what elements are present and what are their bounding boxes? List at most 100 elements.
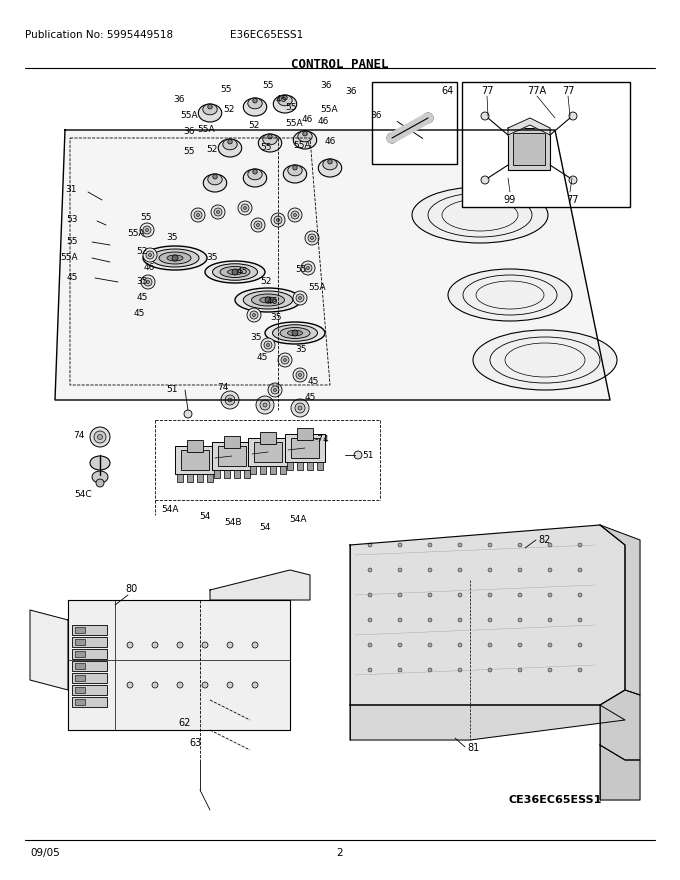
Circle shape xyxy=(253,170,257,174)
Text: 55: 55 xyxy=(285,102,296,112)
Text: 54: 54 xyxy=(259,523,271,532)
Ellipse shape xyxy=(243,291,293,309)
Circle shape xyxy=(299,297,301,299)
Circle shape xyxy=(578,568,582,572)
Text: 36: 36 xyxy=(370,111,381,120)
Text: 55: 55 xyxy=(184,148,195,157)
Circle shape xyxy=(268,383,282,397)
Ellipse shape xyxy=(248,98,262,109)
Circle shape xyxy=(281,356,289,364)
Circle shape xyxy=(291,211,299,219)
Circle shape xyxy=(578,643,582,647)
Circle shape xyxy=(488,568,492,572)
Circle shape xyxy=(398,643,402,647)
Circle shape xyxy=(228,398,232,402)
Bar xyxy=(75,663,85,669)
Circle shape xyxy=(428,543,432,547)
Circle shape xyxy=(144,278,152,286)
Text: 99: 99 xyxy=(504,195,516,205)
Circle shape xyxy=(488,593,492,597)
Circle shape xyxy=(428,618,432,622)
Circle shape xyxy=(398,543,402,547)
Circle shape xyxy=(368,618,372,622)
Ellipse shape xyxy=(208,174,222,185)
Circle shape xyxy=(569,112,577,120)
Bar xyxy=(177,474,183,482)
Text: 46: 46 xyxy=(267,297,278,306)
Circle shape xyxy=(548,593,552,597)
Text: 54B: 54B xyxy=(224,518,242,527)
Circle shape xyxy=(305,231,319,245)
Ellipse shape xyxy=(228,269,243,275)
Ellipse shape xyxy=(278,95,292,106)
Bar xyxy=(270,466,276,474)
Bar xyxy=(508,128,550,170)
Circle shape xyxy=(390,136,394,141)
Ellipse shape xyxy=(151,249,199,267)
Text: 77: 77 xyxy=(562,86,575,96)
Bar xyxy=(72,673,107,683)
Circle shape xyxy=(398,568,402,572)
Text: 74: 74 xyxy=(73,430,85,439)
Circle shape xyxy=(458,593,462,597)
Circle shape xyxy=(140,223,154,237)
Text: 46: 46 xyxy=(302,115,313,124)
Circle shape xyxy=(569,176,577,184)
Text: 46: 46 xyxy=(318,118,329,127)
Circle shape xyxy=(304,264,312,272)
Text: 31: 31 xyxy=(65,186,77,194)
Ellipse shape xyxy=(252,294,284,306)
Circle shape xyxy=(202,642,208,648)
Bar xyxy=(218,446,246,466)
Circle shape xyxy=(548,618,552,622)
Text: 55A: 55A xyxy=(285,120,303,128)
Circle shape xyxy=(252,642,258,648)
Circle shape xyxy=(398,593,402,597)
Text: 52: 52 xyxy=(224,106,235,114)
Circle shape xyxy=(307,267,309,269)
Bar xyxy=(297,428,313,440)
Circle shape xyxy=(296,371,304,379)
Text: CE36EC65ESS1: CE36EC65ESS1 xyxy=(509,795,602,805)
Circle shape xyxy=(148,253,152,256)
Circle shape xyxy=(214,208,222,216)
Ellipse shape xyxy=(280,327,310,339)
Text: 52: 52 xyxy=(260,277,272,287)
Circle shape xyxy=(260,400,270,410)
Circle shape xyxy=(194,211,202,219)
Ellipse shape xyxy=(223,139,237,150)
Ellipse shape xyxy=(159,252,191,264)
Circle shape xyxy=(481,112,489,120)
Circle shape xyxy=(548,543,552,547)
Text: 55A: 55A xyxy=(320,106,338,114)
Circle shape xyxy=(97,435,103,439)
Circle shape xyxy=(298,406,302,410)
Text: 77: 77 xyxy=(566,195,578,205)
Text: 55A: 55A xyxy=(293,141,311,150)
Text: 54: 54 xyxy=(199,512,211,521)
Bar xyxy=(280,466,286,474)
Bar xyxy=(75,699,85,705)
Ellipse shape xyxy=(258,134,282,152)
Circle shape xyxy=(265,297,271,303)
Text: 45: 45 xyxy=(305,393,316,402)
Ellipse shape xyxy=(273,95,296,113)
Ellipse shape xyxy=(412,187,548,243)
Circle shape xyxy=(311,237,313,239)
Circle shape xyxy=(143,226,151,234)
Circle shape xyxy=(488,668,492,672)
Circle shape xyxy=(578,593,582,597)
Bar xyxy=(307,462,313,470)
Circle shape xyxy=(299,373,301,377)
Bar xyxy=(248,438,288,466)
Bar xyxy=(181,450,209,470)
Circle shape xyxy=(191,208,205,222)
Circle shape xyxy=(256,396,274,414)
Circle shape xyxy=(177,682,183,688)
Circle shape xyxy=(292,330,298,336)
Circle shape xyxy=(398,668,402,672)
Polygon shape xyxy=(350,525,625,705)
Bar xyxy=(72,649,107,659)
Text: 77: 77 xyxy=(481,86,493,96)
Circle shape xyxy=(301,261,315,275)
